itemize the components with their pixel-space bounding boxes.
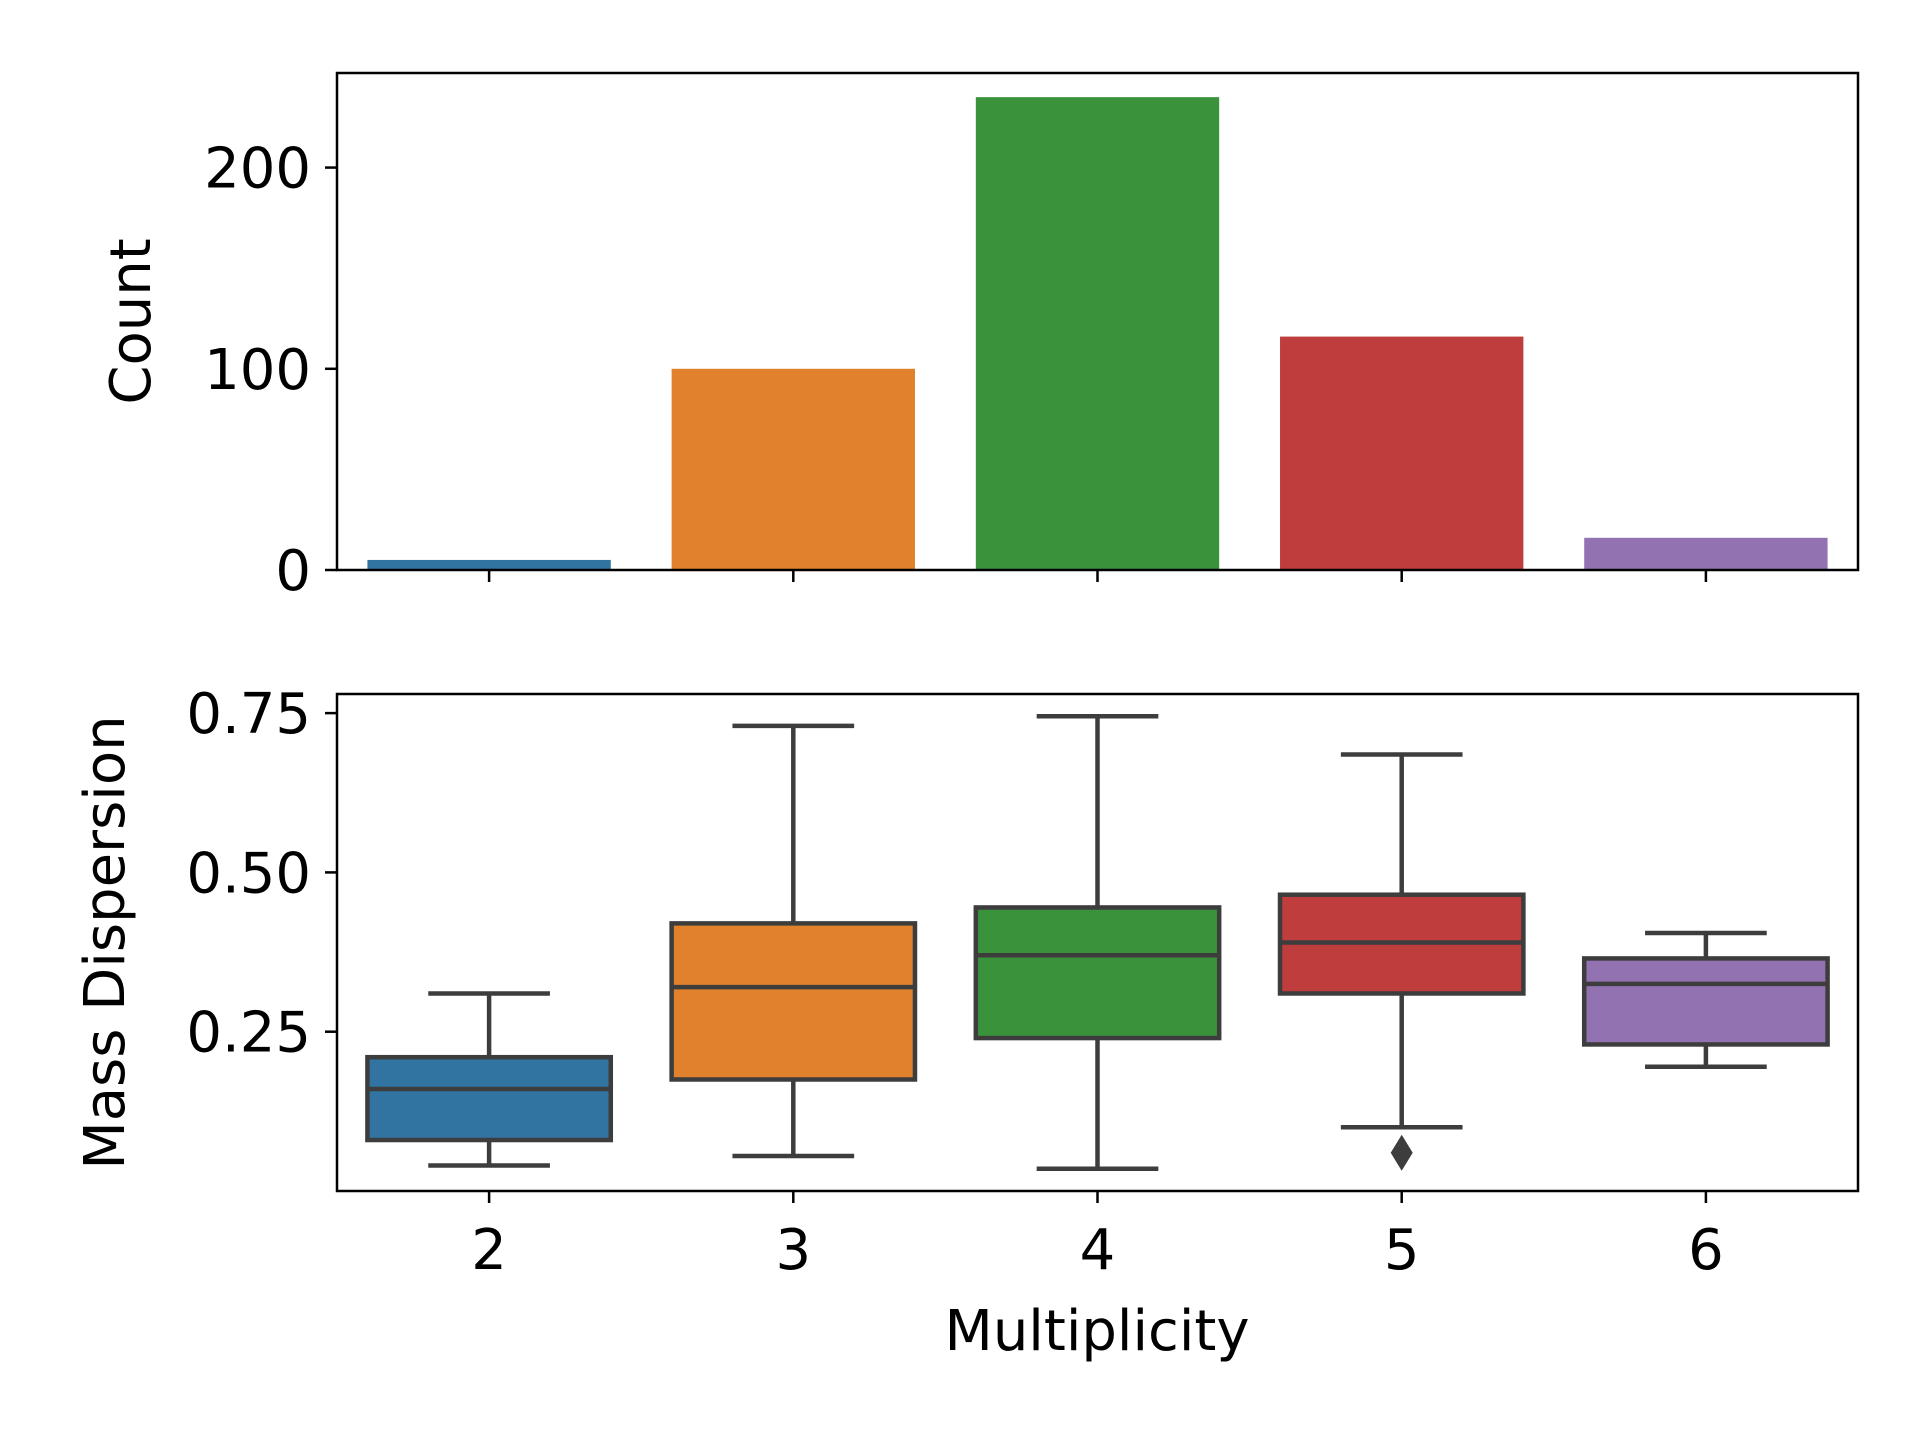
bar-4: [975, 97, 1220, 570]
count-y-axis-label: Count: [99, 238, 164, 404]
box-iqr: [973, 905, 1222, 1041]
count-y-tick-label: 100: [204, 338, 311, 403]
bar-5: [1280, 336, 1524, 570]
mass-dispersion-y-tick-label: 0.25: [186, 1001, 311, 1066]
bar-6: [1584, 537, 1828, 570]
box-5: [1277, 752, 1526, 1171]
x-tick-label: 2: [471, 1218, 507, 1283]
outlier-point: [1390, 1134, 1413, 1171]
x-axis-label: Multiplicity: [945, 1299, 1250, 1364]
mass-dispersion-axis-ticks: 0.25 0.50 0.75 2 3 4 5 6: [186, 682, 1723, 1283]
count-bar-chart: 0 100 200 Count: [99, 71, 1860, 604]
count-y-tick-label: 0: [275, 539, 311, 604]
mass-dispersion-y-tick-label: 0.75: [186, 682, 311, 747]
count-y-tick-label: 200: [204, 137, 311, 202]
mass-dispersion-box-chart: 0.25 0.50 0.75 2 3 4 5 6 Mass Dispersion Multip…: [73, 682, 1860, 1364]
count-bars: [367, 97, 1828, 570]
bar-2: [367, 559, 611, 570]
mass-dispersion-y-axis-label: Mass Dispersion: [73, 715, 138, 1169]
x-tick-label: 4: [1080, 1218, 1116, 1283]
box-4: [973, 714, 1222, 1171]
bar-3: [671, 368, 915, 570]
mass-dispersion-y-tick-label: 0.50: [186, 841, 311, 906]
box-iqr: [669, 921, 918, 1082]
x-tick-label: 6: [1688, 1218, 1724, 1283]
box-iqr: [1581, 956, 1830, 1047]
x-tick-label: 5: [1384, 1218, 1420, 1283]
box-3: [669, 723, 918, 1159]
box-iqr: [365, 1054, 614, 1143]
box-6: [1581, 930, 1830, 1069]
box-2: [365, 991, 614, 1168]
mass-dispersion-boxes: [365, 714, 1830, 1171]
count-axis-ticks: 0 100 200: [204, 137, 1708, 604]
x-tick-label: 3: [775, 1218, 811, 1283]
